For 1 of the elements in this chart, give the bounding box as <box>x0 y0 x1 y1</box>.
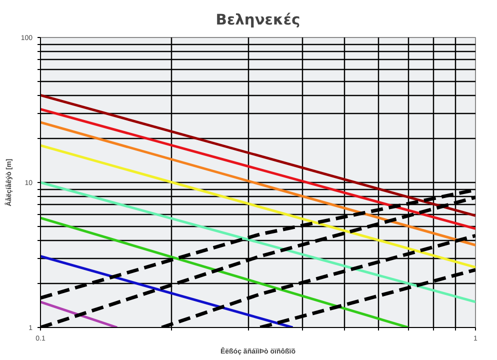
chart-title: Βεληνεκές <box>216 12 300 28</box>
